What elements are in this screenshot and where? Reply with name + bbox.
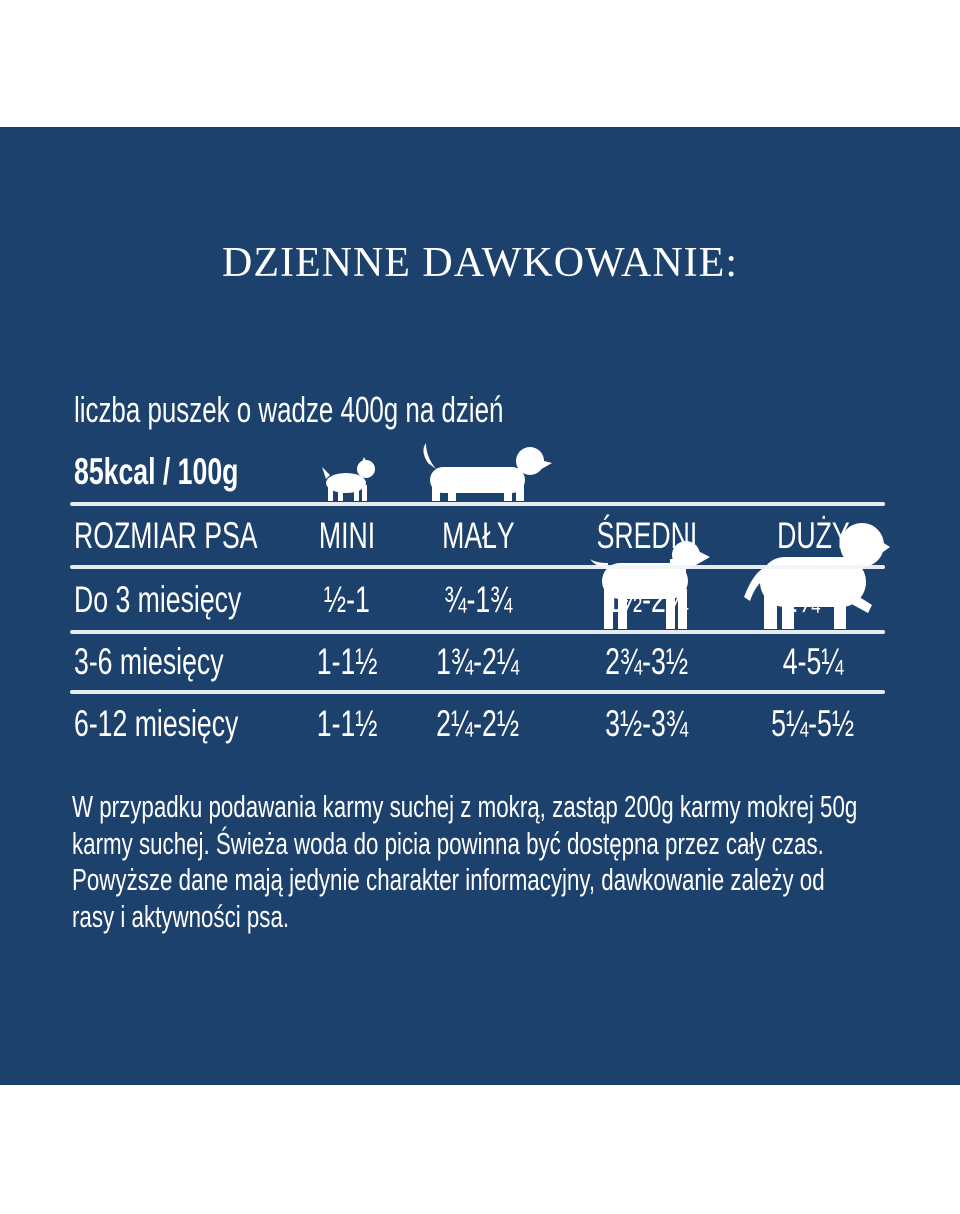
header-dog-size: ROZMIAR PSA [74, 515, 258, 556]
cell-medium: 2¾-3½ [605, 641, 689, 682]
feeding-panel: DZIENNE DAWKOWANIE: liczba puszek o wadz… [0, 127, 960, 1085]
divider [70, 565, 885, 569]
dog-medium-icon [590, 541, 710, 629]
cell-large: 1¾-4 [782, 579, 844, 620]
cell-mini: 1-1½ [316, 703, 378, 744]
cell-small: 1¾-2¼ [436, 641, 520, 682]
subtitle: liczba puszek o wadze 400g na dzień [74, 389, 504, 430]
table-row: Do 3 miesięcy ½-1 ¾-1¾ 1½-2¾ 1¾-4 [0, 579, 960, 629]
cell-large: 5¼-5½ [771, 703, 855, 744]
energy-label: 85kcal / 100g [74, 451, 239, 492]
cell-small: 2¼-2½ [436, 703, 520, 744]
divider [70, 630, 885, 634]
cell-large: 4-5¼ [782, 641, 844, 682]
cell-medium: 1½-2¾ [605, 579, 689, 620]
note-line: Powyższe dane mają jedynie charakter inf… [72, 862, 825, 897]
row-label: 6-12 miesięcy [74, 703, 239, 744]
note-line: W przypadku podawania karmy suchej z mok… [72, 789, 858, 824]
cell-small: ¾-1¾ [443, 579, 513, 620]
divider [70, 502, 885, 506]
table-header-row: ROZMIAR PSA MINI MAŁY ŚREDNI DUŻY [0, 515, 960, 565]
dog-small-icon [423, 443, 552, 501]
row-label: Do 3 miesięcy [74, 579, 242, 620]
dog-large-icon [744, 523, 890, 629]
header-medium: ŚREDNI [596, 515, 698, 556]
note-line: karmy suchej. Świeża woda do picia powin… [72, 825, 824, 861]
header-mini: MINI [318, 515, 376, 556]
note-line: rasy i aktywności psa. [72, 898, 290, 934]
cell-medium: 3½-3¾ [605, 703, 689, 744]
feeding-note: W przypadku podawania karmy suchej z mok… [72, 789, 960, 935]
page-title: DZIENNE DAWKOWANIE: [221, 240, 738, 286]
divider [70, 690, 885, 694]
cell-mini: 1-1½ [316, 641, 378, 682]
header-large: DUŻY [776, 515, 850, 556]
cell-mini: ½-1 [324, 579, 370, 620]
table-row: 3-6 miesięcy 1-1½ 1¾-2¼ 2¾-3½ 4-5¼ [0, 641, 960, 691]
table-row: 6-12 miesięcy 1-1½ 2¼-2½ 3½-3¾ 5¼-5½ [0, 703, 960, 753]
row-label: 3-6 miesięcy [74, 641, 224, 682]
dog-mini-icon [322, 457, 375, 501]
header-small: MAŁY [441, 515, 515, 556]
